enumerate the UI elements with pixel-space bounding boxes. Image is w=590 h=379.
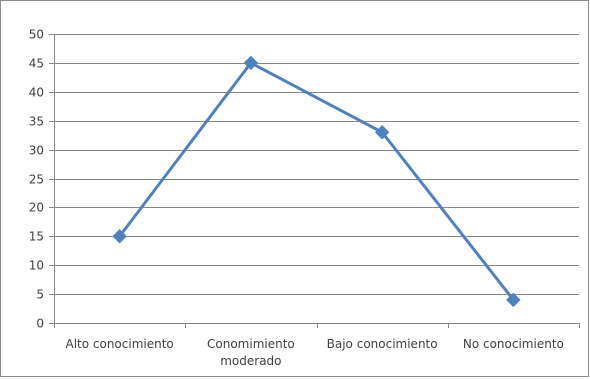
- series-line: [112, 55, 521, 308]
- y-tick-label: 25: [29, 173, 44, 187]
- y-tick-label: 35: [29, 115, 44, 129]
- x-tick-label: Bajo conocimiento: [327, 337, 438, 351]
- y-tick-label: 10: [29, 259, 44, 273]
- x-tick-label: Conomimiento moderado: [207, 337, 295, 368]
- y-tick-label: 30: [29, 144, 44, 158]
- y-tick-label: 20: [29, 201, 44, 215]
- data-point-marker: [243, 55, 259, 71]
- data-point-marker: [374, 125, 390, 140]
- x-tick-label: No conocimiento: [463, 337, 564, 351]
- x-axis: Alto conocimiento Conomimiento moderado Baj…: [54, 323, 580, 368]
- data-point-marker: [506, 292, 521, 308]
- y-tick-label: 0: [36, 317, 44, 331]
- x-tick-label-line: moderado: [220, 354, 281, 368]
- x-tick-label-line: Bajo conocimiento: [327, 337, 438, 351]
- x-tick-label-line: No conocimiento: [463, 337, 564, 351]
- y-tick-label: 5: [36, 288, 44, 302]
- x-tick-label-line: Conomimiento: [207, 337, 295, 351]
- x-tick-label-line: Alto conocimiento: [65, 337, 173, 351]
- y-tick-label: 50: [29, 28, 44, 42]
- y-tick-label: 15: [29, 230, 44, 244]
- x-tick-label: Alto conocimiento: [65, 337, 173, 351]
- gridlines: [54, 34, 579, 295]
- y-axis: 0 5 10 15 20 25 30 35 40 45 50: [29, 28, 55, 331]
- series-path: [118, 61, 515, 301]
- data-point-marker: [112, 229, 127, 244]
- y-tick-label: 45: [29, 57, 44, 71]
- y-tick-label: 40: [29, 86, 44, 100]
